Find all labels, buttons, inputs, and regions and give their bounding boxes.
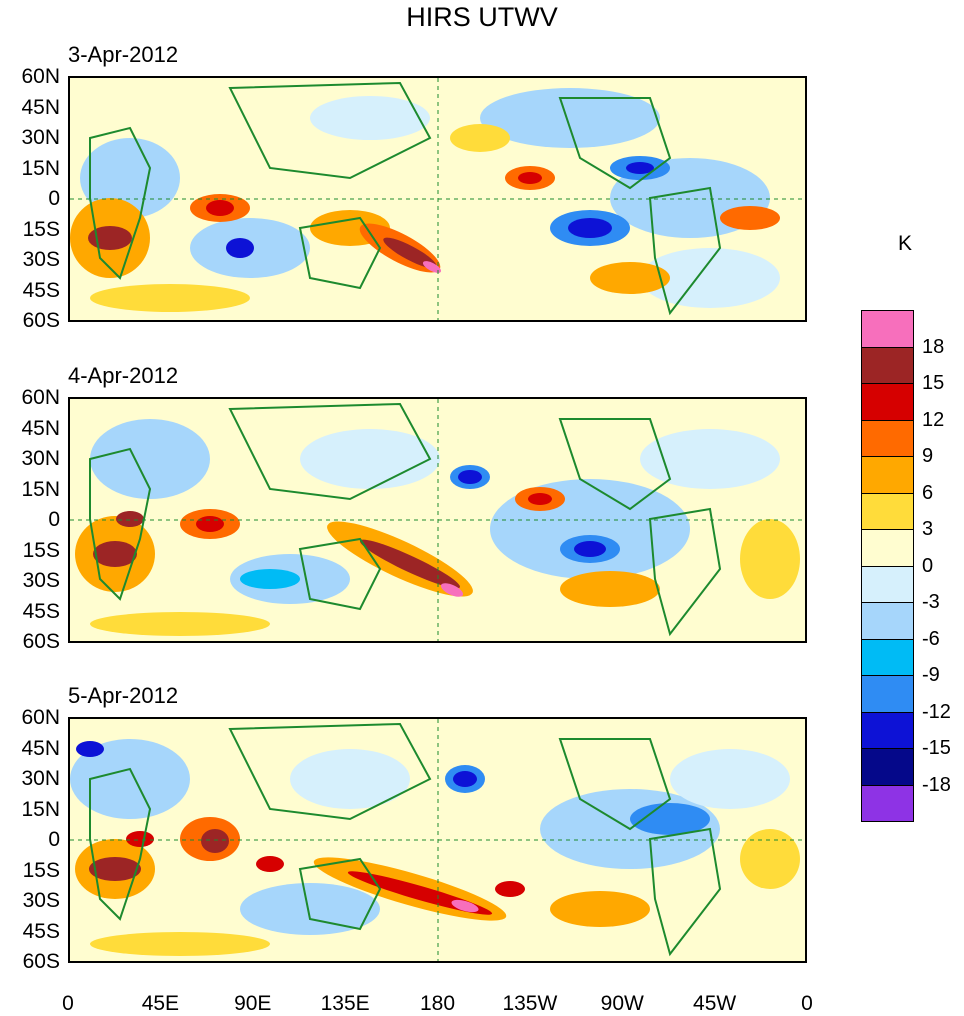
panel-1-date: 3-Apr-2012 — [68, 42, 179, 67]
colorbar-swatch — [861, 310, 914, 348]
longitude-label: 135W — [502, 992, 558, 1015]
colorbar-swatch — [861, 675, 914, 713]
map-field-2 — [70, 399, 805, 641]
latitude-label: 60N — [21, 706, 60, 729]
figure-title: HIRS UTWV — [406, 2, 558, 32]
map-panel-1 — [68, 76, 807, 322]
colorbar-label: -18 — [922, 773, 951, 796]
colorbar-swatch — [861, 784, 914, 822]
latitude-label: 30S — [22, 889, 60, 912]
colorbar-label: -12 — [922, 700, 951, 723]
colorbar-swatch — [861, 602, 914, 640]
longitude-label: 45W — [693, 992, 737, 1015]
colorbar-swatch — [861, 383, 914, 421]
colorbar-label: 18 — [922, 335, 945, 358]
panel-2-date: 4-Apr-2012 — [68, 363, 179, 388]
latitude-label: 45S — [22, 278, 60, 302]
colorbar-swatch — [861, 565, 914, 603]
map-panel-2 — [68, 397, 807, 643]
longitude-label: 45E — [141, 992, 180, 1015]
colorbar-swatch — [861, 529, 914, 567]
map-field-1 — [70, 78, 805, 320]
latitude-label: 30N — [21, 767, 60, 790]
latitude-label: 15S — [22, 858, 60, 882]
colorbar-label: 9 — [922, 445, 934, 467]
colorbar-swatch — [861, 346, 914, 384]
latitude-label: 60S — [22, 309, 60, 332]
latitude-label: 45S — [22, 919, 60, 943]
anomaly-blobs — [70, 88, 780, 312]
colorbar-swatch — [861, 711, 914, 749]
latitude-label: 0 — [48, 508, 60, 531]
latitude-label: 15S — [22, 217, 60, 241]
colorbar-label: 15 — [922, 372, 945, 394]
colorbar-swatch — [861, 419, 914, 457]
latitude-label: 45N — [21, 416, 60, 440]
latitude-label: 30S — [22, 569, 60, 592]
latitude-label: 15N — [21, 797, 60, 821]
colorbar-label: -6 — [922, 627, 940, 650]
latitude-label: 15S — [22, 538, 60, 562]
colorbar-swatch — [861, 748, 914, 786]
longitude-label: 135E — [320, 992, 370, 1015]
colorbar-label: -3 — [922, 591, 940, 613]
latitude-label: 0 — [48, 187, 60, 210]
colorbar-label: -15 — [922, 737, 951, 759]
latitude-label: 0 — [48, 828, 60, 851]
longitude-label: 0 — [801, 992, 813, 1015]
colorbar-label: 0 — [922, 554, 934, 577]
latitude-label: 30N — [21, 126, 60, 149]
latitude-label: 15N — [21, 477, 60, 501]
latitude-label: 45N — [21, 95, 60, 119]
panel-3-date: 5-Apr-2012 — [68, 683, 179, 708]
latitude-label: 15N — [21, 156, 60, 180]
colorbar-swatch — [861, 492, 914, 530]
latitude-label: 60N — [21, 65, 60, 88]
colorbar-label: -9 — [922, 664, 940, 686]
colorbar-swatch — [861, 638, 914, 676]
colorbar-swatch — [861, 456, 914, 494]
colorbar-label: 6 — [922, 481, 934, 504]
latitude-label: 45N — [21, 736, 60, 760]
latitude-label: 45S — [22, 599, 60, 623]
longitude-label: 180 — [419, 992, 456, 1015]
longitude-label: 0 — [62, 992, 74, 1015]
latitude-label: 60N — [21, 386, 60, 409]
colorbar-label: 12 — [922, 408, 945, 431]
colorbar-label: 3 — [922, 518, 934, 540]
latitude-label: 60S — [22, 950, 60, 973]
map-panel-3 — [68, 717, 807, 963]
longitude-label: 90E — [234, 992, 272, 1015]
map-field-3 — [70, 719, 805, 961]
latitude-label: 60S — [22, 630, 60, 653]
colorbar-unit: K — [898, 232, 913, 255]
longitude-label: 90W — [600, 992, 644, 1015]
coastlines — [89, 81, 722, 316]
latitude-label: 30S — [22, 248, 60, 271]
latitude-label: 30N — [21, 447, 60, 470]
